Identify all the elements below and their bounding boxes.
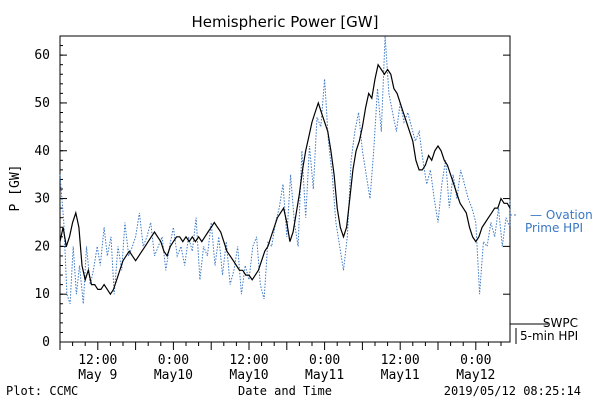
x-tick-label-date: May10 bbox=[154, 368, 193, 383]
legend-swpc-line2: 5-min HPI bbox=[520, 329, 578, 343]
y-tick-label: 60 bbox=[34, 48, 50, 63]
y-tick-label: 20 bbox=[34, 239, 50, 254]
x-tick-label-date: May 9 bbox=[78, 368, 117, 383]
x-tick-label-date: May12 bbox=[456, 368, 495, 383]
x-tick-label-date: May11 bbox=[381, 368, 420, 383]
x-tick-label-date: May11 bbox=[305, 368, 344, 383]
y-axis-label: P [GW] bbox=[8, 165, 23, 212]
y-axis: 0 10 20 30 40 50 60 bbox=[34, 35, 510, 350]
y-tick-label: 40 bbox=[34, 144, 50, 159]
x-tick-label-time: 0:00 bbox=[158, 353, 189, 368]
legend-ovation-line1: — Ovation bbox=[530, 208, 593, 222]
x-tick-label-time: 12:00 bbox=[78, 353, 117, 368]
x-tick-label-date: May10 bbox=[229, 368, 268, 383]
y-tick-label: 0 bbox=[42, 335, 50, 350]
chart-title: Hemispheric Power [GW] bbox=[192, 13, 379, 31]
y-tick-label: 50 bbox=[34, 96, 50, 111]
x-tick-label-time: 12:00 bbox=[381, 353, 420, 368]
y-tick-label: 30 bbox=[34, 192, 50, 207]
x-tick-label-time: 0:00 bbox=[460, 353, 491, 368]
x-tick-label-time: 0:00 bbox=[309, 353, 340, 368]
legend-swpc-line1: SWPC bbox=[543, 316, 578, 330]
x-axis-label: Date and Time bbox=[238, 384, 332, 398]
series-swpc-5min-hpi-line bbox=[59, 63, 511, 296]
y-tick-label: 10 bbox=[34, 287, 50, 302]
series-ovation-prime-hpi-line bbox=[59, 35, 511, 304]
footer-credit: Plot: CCMC bbox=[6, 384, 78, 398]
plot-frame bbox=[59, 35, 511, 343]
footer-timestamp: 2019/05/12 08:25:14 bbox=[444, 384, 581, 398]
x-tick-label-time: 12:00 bbox=[229, 353, 268, 368]
legend-ovation-line2: Prime HPI bbox=[525, 221, 583, 235]
